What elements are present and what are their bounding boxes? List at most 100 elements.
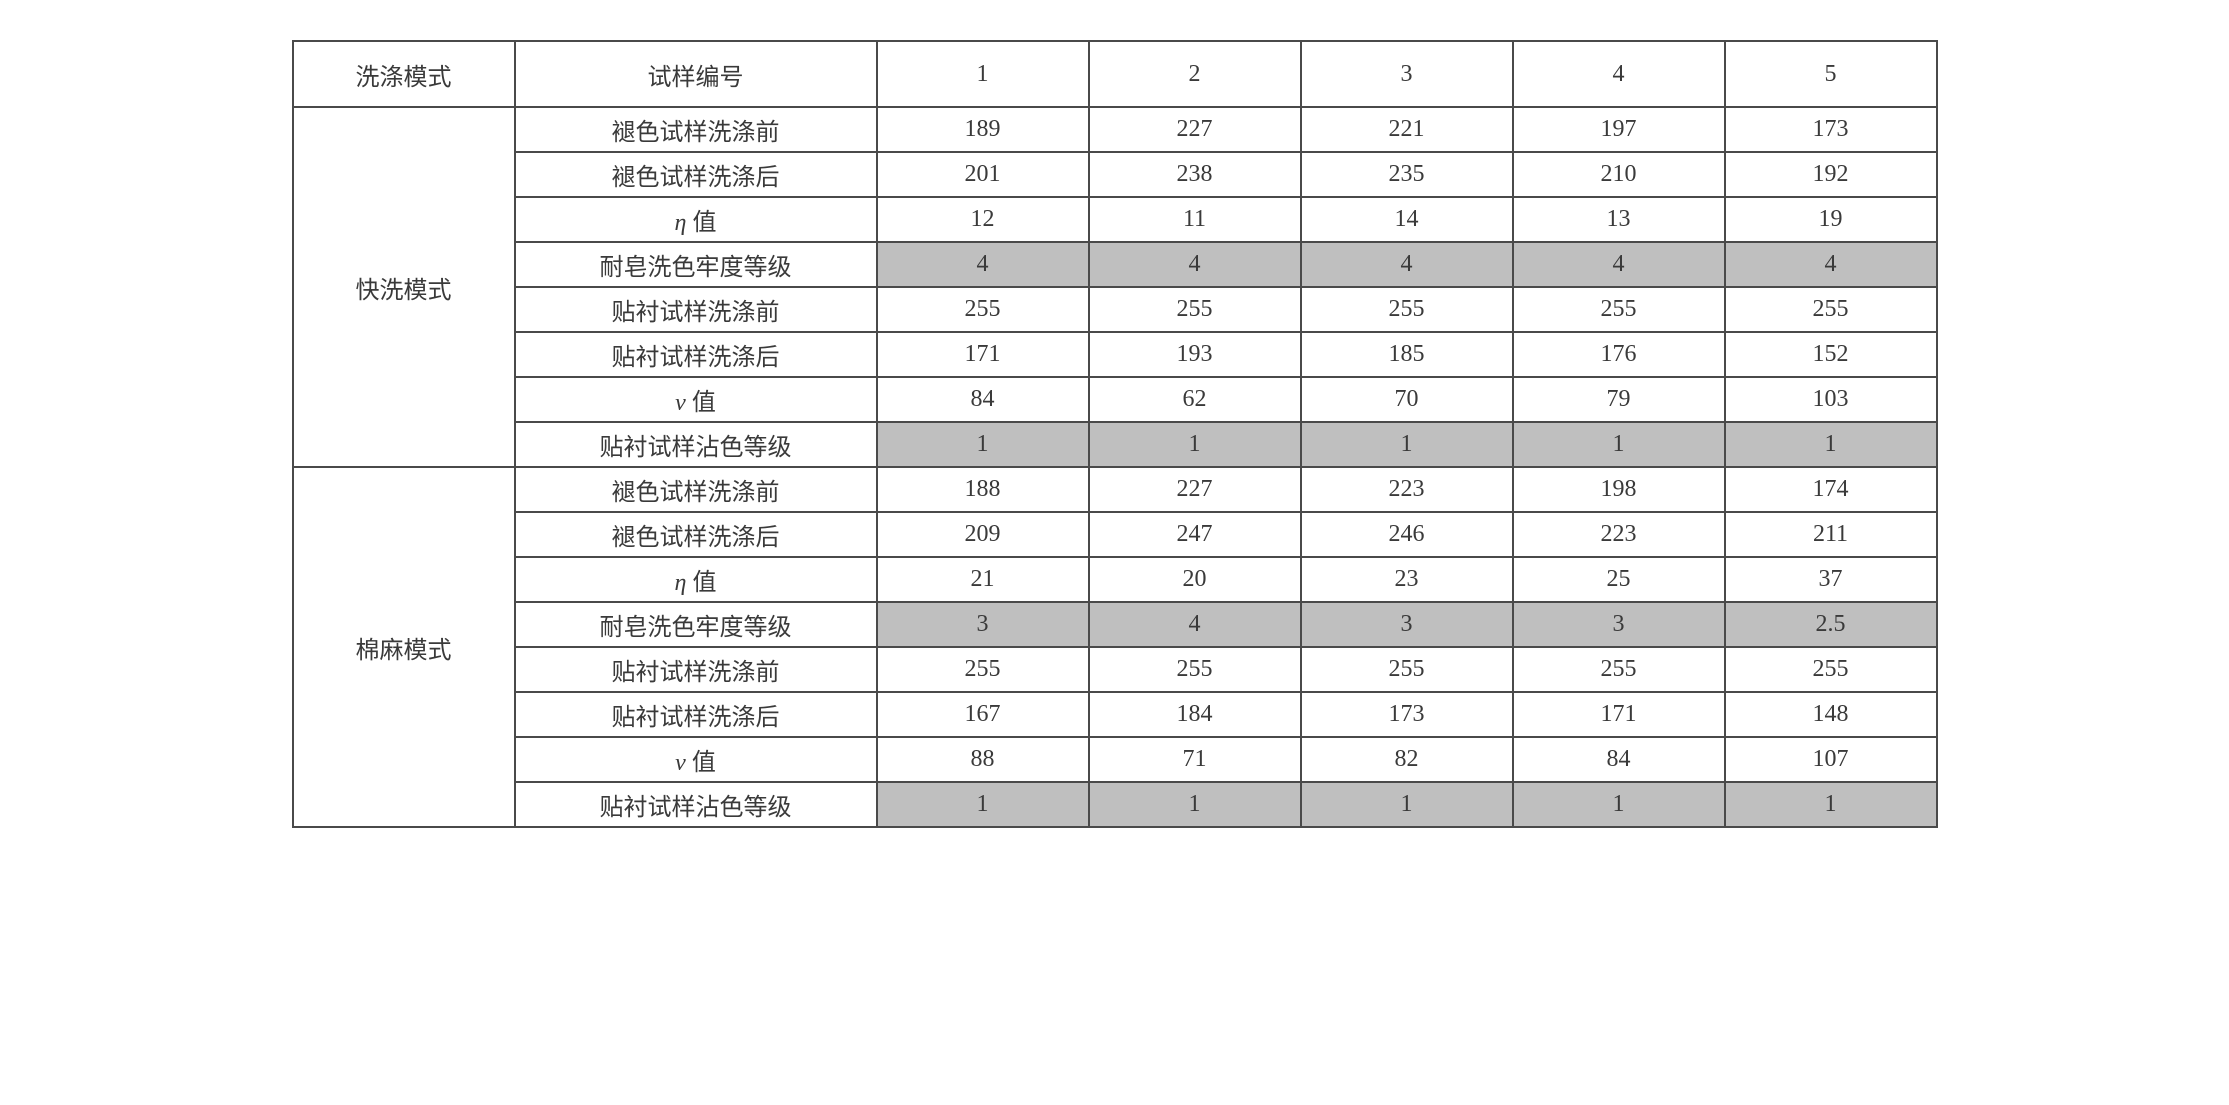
- table-row: 贴衬试样洗涤后167184173171148: [293, 692, 1937, 737]
- value-cell: 1: [1089, 782, 1301, 827]
- value-cell: 193: [1089, 332, 1301, 377]
- table-row: η 值2120232537: [293, 557, 1937, 602]
- value-cell: 223: [1301, 467, 1513, 512]
- value-cell: 255: [877, 647, 1089, 692]
- value-cell: 4: [1089, 602, 1301, 647]
- value-cell: 3: [1513, 602, 1725, 647]
- value-cell: 211: [1725, 512, 1937, 557]
- value-cell: 210: [1513, 152, 1725, 197]
- table-row: 耐皂洗色牢度等级44444: [293, 242, 1937, 287]
- row-label: 贴衬试样洗涤前: [515, 287, 877, 332]
- value-cell: 14: [1301, 197, 1513, 242]
- col-header-mode: 洗涤模式: [293, 41, 515, 107]
- value-cell: 176: [1513, 332, 1725, 377]
- value-cell: 37: [1725, 557, 1937, 602]
- table-row: 贴衬试样洗涤前255255255255255: [293, 647, 1937, 692]
- value-cell: 20: [1089, 557, 1301, 602]
- value-cell: 171: [877, 332, 1089, 377]
- value-cell: 1: [1513, 422, 1725, 467]
- value-cell: 1: [1513, 782, 1725, 827]
- value-cell: 3: [877, 602, 1089, 647]
- value-cell: 148: [1725, 692, 1937, 737]
- value-cell: 174: [1725, 467, 1937, 512]
- value-cell: 12: [877, 197, 1089, 242]
- row-label: v 值: [515, 737, 877, 782]
- value-cell: 84: [1513, 737, 1725, 782]
- value-cell: 1: [1301, 422, 1513, 467]
- col-header-3: 3: [1301, 41, 1513, 107]
- row-label: 褪色试样洗涤前: [515, 107, 877, 152]
- value-cell: 107: [1725, 737, 1937, 782]
- value-cell: 209: [877, 512, 1089, 557]
- row-label: v 值: [515, 377, 877, 422]
- value-cell: 103: [1725, 377, 1937, 422]
- value-cell: 84: [877, 377, 1089, 422]
- value-cell: 25: [1513, 557, 1725, 602]
- value-cell: 4: [1089, 242, 1301, 287]
- value-cell: 188: [877, 467, 1089, 512]
- table-row: 贴衬试样洗涤前255255255255255: [293, 287, 1937, 332]
- value-cell: 198: [1513, 467, 1725, 512]
- value-cell: 255: [1301, 647, 1513, 692]
- value-cell: 255: [877, 287, 1089, 332]
- value-cell: 173: [1725, 107, 1937, 152]
- col-header-4: 4: [1513, 41, 1725, 107]
- wash-results-table: 洗涤模式 试样编号 1 2 3 4 5 快洗模式褪色试样洗涤前189227221…: [292, 40, 1938, 828]
- value-cell: 1: [877, 782, 1089, 827]
- table-row: 贴衬试样沾色等级11111: [293, 422, 1937, 467]
- value-cell: 201: [877, 152, 1089, 197]
- value-cell: 79: [1513, 377, 1725, 422]
- value-cell: 82: [1301, 737, 1513, 782]
- table-row: η 值1211141319: [293, 197, 1937, 242]
- value-cell: 171: [1513, 692, 1725, 737]
- value-cell: 255: [1513, 287, 1725, 332]
- value-cell: 238: [1089, 152, 1301, 197]
- table-row: v 值84627079103: [293, 377, 1937, 422]
- value-cell: 88: [877, 737, 1089, 782]
- col-header-1: 1: [877, 41, 1089, 107]
- value-cell: 223: [1513, 512, 1725, 557]
- value-cell: 197: [1513, 107, 1725, 152]
- value-cell: 1: [877, 422, 1089, 467]
- value-cell: 71: [1089, 737, 1301, 782]
- row-label: 耐皂洗色牢度等级: [515, 602, 877, 647]
- table-row: 耐皂洗色牢度等级34332.5: [293, 602, 1937, 647]
- value-cell: 221: [1301, 107, 1513, 152]
- value-cell: 1: [1301, 782, 1513, 827]
- table-header-row: 洗涤模式 试样编号 1 2 3 4 5: [293, 41, 1937, 107]
- row-label: 贴衬试样沾色等级: [515, 422, 877, 467]
- value-cell: 173: [1301, 692, 1513, 737]
- value-cell: 1: [1725, 782, 1937, 827]
- value-cell: 3: [1301, 602, 1513, 647]
- col-header-5: 5: [1725, 41, 1937, 107]
- table-row: 褪色试样洗涤后209247246223211: [293, 512, 1937, 557]
- value-cell: 13: [1513, 197, 1725, 242]
- value-cell: 255: [1725, 647, 1937, 692]
- value-cell: 23: [1301, 557, 1513, 602]
- table-row: 快洗模式褪色试样洗涤前189227221197173: [293, 107, 1937, 152]
- value-cell: 255: [1513, 647, 1725, 692]
- value-cell: 62: [1089, 377, 1301, 422]
- value-cell: 185: [1301, 332, 1513, 377]
- row-label: 贴衬试样洗涤后: [515, 332, 877, 377]
- value-cell: 247: [1089, 512, 1301, 557]
- value-cell: 255: [1089, 647, 1301, 692]
- mode-cell: 棉麻模式: [293, 467, 515, 827]
- value-cell: 21: [877, 557, 1089, 602]
- row-label: 贴衬试样洗涤前: [515, 647, 877, 692]
- table-row: 贴衬试样沾色等级11111: [293, 782, 1937, 827]
- value-cell: 2.5: [1725, 602, 1937, 647]
- mode-cell: 快洗模式: [293, 107, 515, 467]
- value-cell: 11: [1089, 197, 1301, 242]
- row-label: 贴衬试样洗涤后: [515, 692, 877, 737]
- value-cell: 189: [877, 107, 1089, 152]
- row-label: 耐皂洗色牢度等级: [515, 242, 877, 287]
- value-cell: 4: [1725, 242, 1937, 287]
- table-row: v 值88718284107: [293, 737, 1937, 782]
- row-label: η 值: [515, 557, 877, 602]
- row-label: 褪色试样洗涤后: [515, 152, 877, 197]
- value-cell: 4: [877, 242, 1089, 287]
- row-label: 褪色试样洗涤前: [515, 467, 877, 512]
- col-header-2: 2: [1089, 41, 1301, 107]
- value-cell: 255: [1725, 287, 1937, 332]
